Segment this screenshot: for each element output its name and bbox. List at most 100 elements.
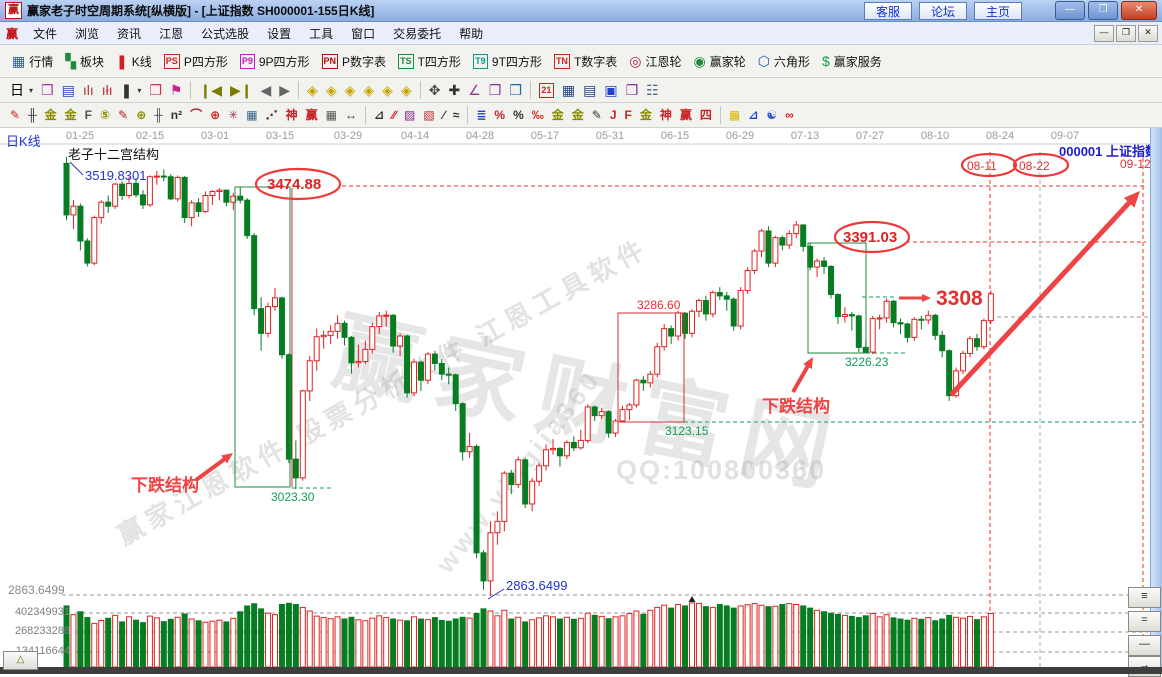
grid-highlight-tool[interactable]: ▦ bbox=[725, 106, 744, 125]
expand-volume-button[interactable]: △ bbox=[3, 651, 38, 670]
kline-button[interactable]: ❚ K线 bbox=[110, 50, 158, 73]
gold-circle-tool[interactable]: 金 bbox=[548, 106, 568, 125]
print-button[interactable]: ☷ bbox=[642, 81, 663, 100]
brush-tool[interactable]: ✎ bbox=[6, 106, 24, 125]
gold-grid2-tool[interactable]: 金 bbox=[61, 106, 81, 125]
child-minimize-button[interactable]: — bbox=[1094, 24, 1114, 42]
t-table-button[interactable]: TN T数字表 bbox=[548, 50, 623, 73]
gann-wheel-button[interactable]: ◎ 江恩轮 bbox=[623, 50, 687, 73]
gann-diamond-left-button[interactable]: ◈ bbox=[303, 81, 322, 100]
j-angle-tool[interactable]: J bbox=[606, 106, 621, 125]
export-button[interactable]: ❒ bbox=[622, 81, 643, 100]
menu-item-7[interactable]: 窗口 bbox=[351, 26, 376, 41]
layout-one-row-button[interactable]: — bbox=[1128, 635, 1161, 656]
taiji-button[interactable]: ☯ bbox=[762, 106, 781, 125]
brush-angle-tool[interactable]: ✎ bbox=[114, 106, 132, 125]
9t-square-button[interactable]: T9 9T四方形 bbox=[467, 50, 548, 73]
si-angle-tool[interactable]: 四 bbox=[696, 106, 716, 125]
hexagon-button[interactable]: ⬡ 六角形 bbox=[752, 50, 816, 73]
trend-lines-tool[interactable]: ∕ bbox=[439, 106, 449, 125]
calendar-button[interactable]: 21 bbox=[535, 81, 558, 100]
hand-tool-button[interactable]: ✥ bbox=[425, 81, 445, 100]
period-day-button[interactable]: 日 ▾ bbox=[6, 81, 37, 100]
child-restore-button[interactable]: ❐ bbox=[1116, 24, 1136, 42]
9p-square-button[interactable]: P9 9P四方形 bbox=[234, 50, 316, 73]
pattern-window-button[interactable]: ❒ bbox=[37, 81, 58, 100]
shen-grid-tool[interactable]: 神 bbox=[282, 106, 302, 125]
gann-diamond-split-button[interactable]: ◈ bbox=[341, 81, 360, 100]
step-forward-button[interactable]: ▶ bbox=[275, 81, 294, 100]
gann-diamond-grid-button[interactable]: ◈ bbox=[397, 81, 416, 100]
ink-angle-tool[interactable]: ✎ bbox=[588, 106, 606, 125]
flag-button[interactable]: ⚑ bbox=[166, 81, 187, 100]
width-tool[interactable]: ↔ bbox=[341, 106, 361, 125]
sectors-button[interactable]: ▚ 板块 bbox=[59, 50, 110, 73]
grid-diag2-tool[interactable]: ▧ bbox=[419, 106, 438, 125]
close-button[interactable]: ✕ bbox=[1121, 1, 1157, 20]
permille-tool[interactable]: ‰ bbox=[528, 106, 548, 125]
f-angle-tool[interactable]: F bbox=[621, 106, 636, 125]
go-last-button[interactable]: ▶❙ bbox=[226, 81, 257, 100]
t-square-button[interactable]: TS T四方形 bbox=[392, 50, 467, 73]
gold-grid-tool[interactable]: 金 bbox=[41, 106, 61, 125]
layout-three-rows-button[interactable]: ≡ bbox=[1128, 587, 1161, 608]
spiral5-tool[interactable]: ⑤ bbox=[96, 106, 114, 125]
trend-chart-tool[interactable]: ⊿ bbox=[744, 106, 762, 125]
menu-item-1[interactable]: 浏览 bbox=[75, 26, 100, 41]
ying-grid-tool[interactable]: 赢 bbox=[302, 106, 322, 125]
home-button[interactable]: 主页 bbox=[973, 1, 1022, 20]
crosshair-button[interactable]: ✚ bbox=[444, 81, 464, 100]
save-button[interactable]: ▣ bbox=[600, 81, 621, 100]
menu-item-5[interactable]: 设置 bbox=[267, 26, 292, 41]
layout-two-rows-button[interactable]: = bbox=[1128, 611, 1161, 632]
candle-style-button[interactable]: ❚ ▾ bbox=[117, 81, 146, 100]
market-quotes-button[interactable]: ▦ 行情 bbox=[6, 50, 59, 73]
report-list-button[interactable]: ▤ bbox=[58, 81, 79, 100]
forum-button[interactable]: 论坛 bbox=[918, 1, 967, 20]
go-first-button[interactable]: ❙◀ bbox=[195, 81, 226, 100]
menu-item-3[interactable]: 江恩 bbox=[159, 26, 184, 41]
wave-tool[interactable]: ≈ bbox=[449, 106, 464, 125]
calculator-button[interactable]: ▦ bbox=[558, 81, 579, 100]
star-grid-tool[interactable]: ✳ bbox=[224, 106, 242, 125]
menu-item-9[interactable]: 帮助 bbox=[459, 26, 484, 41]
grid-diag-tool[interactable]: ▨ bbox=[400, 106, 419, 125]
n2-tool[interactable]: n² bbox=[167, 106, 186, 125]
right-scroll-strip[interactable] bbox=[1150, 128, 1162, 674]
window-line-tool[interactable]: ⊿ bbox=[370, 106, 388, 125]
gann-diamond-right-button[interactable]: ◈ bbox=[322, 81, 341, 100]
bars-9-button[interactable]: ıłı bbox=[98, 81, 117, 100]
p-table-button[interactable]: PN P数字表 bbox=[316, 50, 393, 73]
gold-line-tool[interactable]: 金 bbox=[568, 106, 588, 125]
f-grid-tool[interactable]: F bbox=[81, 106, 96, 125]
winner-wheel-button[interactable]: ◉ 赢家轮 bbox=[688, 50, 752, 73]
child-close-button[interactable]: ✕ bbox=[1138, 24, 1158, 42]
infinity-button[interactable]: ∞ bbox=[781, 106, 798, 125]
gann-diamond-star-button[interactable]: ◈ bbox=[378, 81, 397, 100]
gold-angle-tool[interactable]: 金 bbox=[636, 106, 656, 125]
percent-tool[interactable]: % bbox=[509, 106, 528, 125]
menu-item-6[interactable]: 工具 bbox=[309, 26, 334, 41]
minimize-button[interactable]: — bbox=[1055, 1, 1085, 20]
winner-service-button[interactable]: $ 赢家服务 bbox=[816, 50, 888, 73]
number-grid-tool[interactable]: ▦ bbox=[322, 106, 341, 125]
ladder-tool[interactable]: ╫ bbox=[150, 106, 167, 125]
structure-pattern-button[interactable]: ❒ bbox=[145, 81, 166, 100]
step-back-button[interactable]: ◀ bbox=[256, 81, 275, 100]
customer-service-button[interactable]: 客服 bbox=[863, 1, 912, 20]
kline-mark-tool[interactable]: ⋰ bbox=[262, 106, 282, 125]
ying-angle-tool[interactable]: 赢 bbox=[676, 106, 696, 125]
pattern2-button[interactable]: ❒ bbox=[505, 81, 526, 100]
shen-angle-tool[interactable]: 神 bbox=[656, 106, 676, 125]
price-scale-tool[interactable]: ≣ bbox=[472, 106, 490, 125]
menu-item-0[interactable]: 文件 bbox=[33, 26, 58, 41]
angle-measure-button[interactable]: ∠ bbox=[464, 81, 485, 100]
menu-item-8[interactable]: 交易委托 bbox=[393, 26, 442, 41]
grid-tool[interactable]: ╫ bbox=[24, 106, 41, 125]
notes-button[interactable]: ▤ bbox=[579, 81, 600, 100]
gann-diamond-cross-button[interactable]: ◈ bbox=[359, 81, 378, 100]
menu-item-4[interactable]: 公式选股 bbox=[201, 26, 250, 41]
arc-tool[interactable]: ⌒ bbox=[186, 106, 206, 125]
restore-button[interactable]: ❐ bbox=[1088, 1, 1118, 20]
